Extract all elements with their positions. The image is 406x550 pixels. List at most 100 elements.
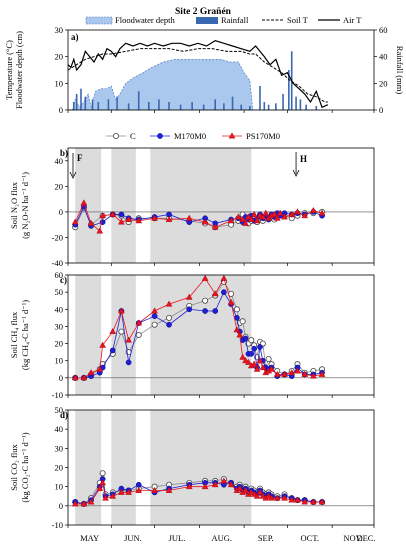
point-ps170m0 (273, 494, 281, 501)
point-ps170m0 (318, 498, 326, 505)
month-label: JUL. (169, 533, 186, 543)
panel-label: c) (60, 275, 67, 285)
point-ps170m0 (99, 212, 106, 219)
point-m170m0 (186, 306, 193, 313)
point-ps170m0 (211, 223, 219, 230)
point-ps170m0 (151, 214, 158, 221)
point-ps170m0 (310, 206, 317, 214)
rainfall-bar (158, 99, 160, 110)
point-ps170m0 (109, 327, 117, 334)
annotation-f-arrowhead (69, 171, 77, 179)
month-label: JUN. (124, 533, 142, 543)
legend-label-air-t: Air T (343, 15, 362, 25)
point-c (99, 470, 106, 477)
point-ps170m0 (242, 219, 249, 226)
point-ps170m0 (96, 227, 104, 234)
y-tick-label: 0 (59, 373, 63, 383)
rainfall-bar (282, 94, 284, 110)
panel-b: -40 -20 0 20 40b) Soil N₂O flux (g N₂O-N ha⁻¹ … (9, 147, 375, 268)
month-axis: MAY JUN. JUL. AUG. SEP. OCT. NOV.DEC. (80, 533, 375, 543)
shaded-period (75, 148, 102, 263)
point-ps170m0 (165, 300, 173, 307)
point-m170m0 (118, 211, 125, 218)
y-axis-label: Soil CO₂ flux (9, 444, 19, 491)
point-ps170m0 (245, 213, 252, 220)
point-ps170m0 (80, 199, 88, 206)
point-ps170m0 (87, 219, 95, 226)
legend-label-rain: Rainfall (221, 15, 249, 25)
point-ps170m0 (259, 363, 267, 370)
point-ps170m0 (268, 365, 275, 372)
point-m170m0 (221, 289, 227, 295)
point-ps170m0 (281, 213, 288, 220)
point-ps170m0 (118, 218, 125, 225)
y-tick-label: -40 (52, 258, 63, 268)
point-c (239, 318, 246, 325)
point-ps170m0 (118, 488, 125, 495)
rainfall-bar (240, 104, 243, 110)
point-ps170m0 (233, 326, 241, 333)
rainfall-bar (191, 102, 193, 110)
panel-label: d) (60, 410, 68, 420)
point-ps170m0 (253, 217, 261, 224)
shaded-period (75, 410, 102, 525)
rainfall-bar (295, 96, 297, 110)
rainfall-bar (202, 104, 205, 110)
point-ps170m0 (256, 488, 264, 495)
point-ps170m0 (318, 209, 326, 216)
point-ps170m0 (236, 484, 244, 491)
y-tick-label: 0 (59, 105, 63, 115)
y-axis-label: Soil CH₄ flux (9, 311, 19, 358)
y-tick-label: 60 (55, 270, 64, 280)
point-ps170m0 (253, 365, 261, 372)
point-ps170m0 (268, 494, 275, 501)
point-ps170m0 (71, 500, 79, 507)
y-tick-label: 10 (55, 78, 64, 88)
rainfall-bar (249, 106, 251, 110)
point-ps170m0 (201, 483, 209, 490)
point-ps170m0 (71, 374, 79, 381)
rainfall-bar (305, 104, 307, 110)
point-ps170m0 (288, 496, 296, 503)
point-ps170m0 (310, 498, 317, 505)
legend-label-flood: Floodwater depth (115, 15, 175, 25)
rainfall-bar (80, 88, 82, 110)
point-m170m0 (125, 359, 132, 366)
month-label: MAY (80, 533, 99, 543)
point-ps170m0 (301, 498, 309, 505)
point-ps170m0 (96, 484, 104, 491)
y-tick-label: 20 (55, 339, 64, 349)
point-m170m0 (202, 308, 208, 314)
point-m170m0 (157, 133, 163, 139)
y-tick-label: 40 (55, 304, 64, 314)
y-tick-label: 0 (59, 207, 63, 217)
shaded-period (150, 275, 252, 395)
point-ps170m0 (310, 372, 317, 379)
y-tick-label: 20 (55, 52, 64, 62)
panel-a: 0 10 20 30 0 20 40 60 a) Temperature (°C) Floodwat… (4, 25, 405, 115)
y-tick-label: 30 (55, 321, 64, 331)
y-tick-label: 0 (59, 501, 63, 511)
y-tick-label: 30 (55, 25, 64, 35)
point-ps170m0 (294, 496, 301, 503)
point-ps170m0 (109, 210, 117, 217)
point-ps170m0 (125, 215, 132, 222)
point-ps170m0 (271, 210, 278, 217)
point-ps170m0 (96, 365, 104, 372)
y-tick-label: 40 (55, 156, 64, 166)
rainfall-bar (179, 104, 182, 110)
point-ps170m0 (259, 213, 267, 220)
point-ps170m0 (245, 358, 252, 365)
point-c (118, 328, 125, 335)
point-ps170m0 (135, 319, 143, 326)
point-ps170m0 (234, 213, 242, 220)
point-ps170m0 (185, 483, 193, 490)
point-ps170m0 (288, 210, 296, 217)
rainfall-bar (107, 99, 110, 110)
y-tick-label: 10 (55, 356, 64, 366)
point-m170m0 (248, 351, 255, 357)
point-ps170m0 (71, 218, 79, 225)
legend-label-ps170m0: PS170M0 (246, 131, 280, 141)
y-axis-units: (kg CH₄-C ha⁻¹ d⁻¹) (20, 300, 30, 370)
point-ps170m0 (253, 492, 261, 499)
